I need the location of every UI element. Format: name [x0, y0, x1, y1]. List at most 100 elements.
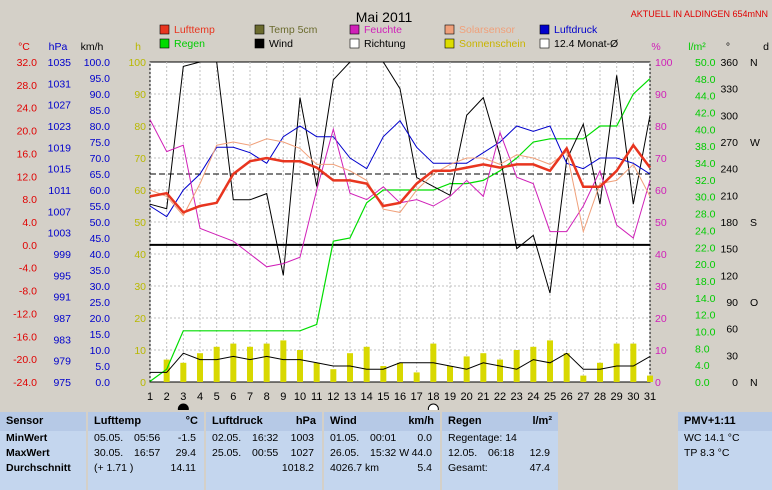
degree-tick: 360 [720, 57, 738, 69]
series-luftdruck [149, 119, 651, 218]
degree-tick: 60 [726, 324, 738, 336]
pressure-tick: 975 [53, 377, 71, 389]
sunshine-bar [480, 353, 487, 382]
direction-tick: N [750, 377, 758, 389]
rain-tick: 14.0 [695, 293, 716, 305]
x-tick-label: 30 [627, 391, 639, 403]
legend-swatch [349, 38, 360, 49]
wind-tick: 40.0 [90, 249, 111, 261]
x-tick-label: 16 [394, 391, 406, 403]
degree-tick: 210 [720, 190, 738, 202]
sun-tick: 0 [140, 377, 146, 389]
rain-tick: 42.0 [695, 108, 716, 120]
chart-svg: Mai 2011 AKTUELL IN ALDINGEN 654mNN Luft… [13, 9, 769, 410]
value: 12.9 [529, 447, 550, 459]
rain-days: Regentage: 14 [448, 432, 517, 444]
value-row: Gesamt: 47.4 [442, 461, 558, 476]
x-tick-label: 19 [444, 391, 456, 403]
rain-tick: 4.0 [695, 360, 710, 372]
sunshine-bar [197, 353, 203, 382]
sunshine-bar [413, 372, 420, 382]
humidity-tick: 20 [655, 313, 667, 325]
humidity-tick: 90 [655, 89, 667, 101]
value-row: 12.05. 06:18 12.9 [442, 446, 558, 461]
x-tick-label: 5 [214, 391, 220, 403]
pressure-tick: 983 [53, 334, 71, 346]
distance: 4026.7 km [330, 462, 380, 474]
value: 1018.2 [281, 462, 314, 474]
sun-tick: 70 [134, 153, 146, 165]
date: 26.05. [330, 447, 360, 459]
pressure-tick: 1035 [48, 57, 72, 69]
panel-title: Wind [330, 415, 357, 427]
temp-tick: 24.0 [17, 103, 38, 115]
legend-swatch [444, 24, 455, 35]
x-tick-label: 7 [247, 391, 253, 403]
series-wind [150, 352, 651, 373]
wind-tick: 50.0 [90, 217, 111, 229]
wind-tick: 90.0 [90, 89, 111, 101]
time: 06:18 [488, 447, 515, 459]
axes: °C hPa km/h h% l/m² ° d 32.0 28.0 24.0 20.0 16.0 12.… [13, 41, 769, 389]
pressure-tick: 1003 [48, 228, 72, 240]
value: 1003 [290, 432, 314, 444]
sunshine-bar [163, 359, 170, 382]
x-tick-label: 3 [180, 391, 186, 403]
humidity-tick: 50 [655, 217, 667, 229]
wind-tick: 5.0 [95, 361, 110, 373]
sunshine-bar [247, 346, 253, 382]
full-moon-icon [427, 403, 439, 410]
date: 05.05. [94, 432, 124, 444]
panel-unit: °C [185, 415, 198, 427]
value: 5.4 [417, 462, 432, 474]
rain-tick: 30.0 [695, 192, 716, 204]
wind-tick: 30.0 [90, 281, 111, 293]
x-tick-label: 25 [544, 391, 556, 403]
x-tick-label: 18 [427, 391, 439, 403]
pressure-tick: 999 [53, 249, 71, 261]
legend-label: Lufttemp [174, 24, 215, 36]
x-tick-label: 8 [264, 391, 270, 403]
panel-title: Regen [448, 415, 482, 427]
rain-tick: 0.0 [695, 377, 710, 389]
series-richtung [149, 61, 651, 294]
series-lufttemp [149, 143, 652, 214]
date: 25.05. [212, 447, 242, 459]
value-row: 01.05. 00:01 0.0 [324, 431, 440, 446]
legend-swatch [159, 38, 170, 49]
legend-swatch [444, 38, 455, 49]
legend-label: Luftdruck [554, 24, 598, 36]
x-tick-label: 22 [494, 391, 506, 403]
dew-point: TP 8.3 °C [684, 447, 730, 459]
legend-swatch [159, 24, 170, 35]
wind-tick: 100.0 [84, 57, 110, 69]
rain-tick: 40.0 [695, 124, 716, 136]
value: 0.0 [417, 432, 432, 444]
wind-tick: 15.0 [90, 329, 111, 341]
panel-title: Luftdruck [212, 415, 263, 427]
row-label: MaxWert [6, 447, 50, 459]
sunshine-bar [363, 346, 370, 382]
x-tick-label: 13 [344, 391, 356, 403]
x-tick-label: 15 [377, 391, 389, 403]
sun-tick: 20 [134, 313, 146, 325]
time: 16:57 [134, 447, 161, 459]
degree-tick: 180 [720, 217, 738, 229]
legend-label: Temp 5cm [269, 24, 318, 36]
value: 14.11 [170, 462, 197, 474]
wind-tick: 25.0 [90, 297, 111, 309]
degree-tick: 30 [726, 350, 738, 362]
time: 15:32 W [370, 447, 410, 459]
pressure-tick: 1015 [48, 164, 72, 176]
panel-header: PMV+1:11 [678, 412, 772, 431]
x-tick-label: 24 [527, 391, 539, 403]
x-tick-label: 14 [361, 391, 373, 403]
axis-unit: km/h [81, 41, 104, 53]
value-row: Regentage: 14 [442, 431, 558, 446]
temp-tick: -4.0 [19, 263, 37, 275]
value: 1027 [290, 447, 314, 459]
sunshine-bar [230, 343, 237, 382]
sunshine-bar [580, 375, 587, 382]
wind-tick: 60.0 [90, 185, 111, 197]
humidity-tick: 30 [655, 281, 667, 293]
